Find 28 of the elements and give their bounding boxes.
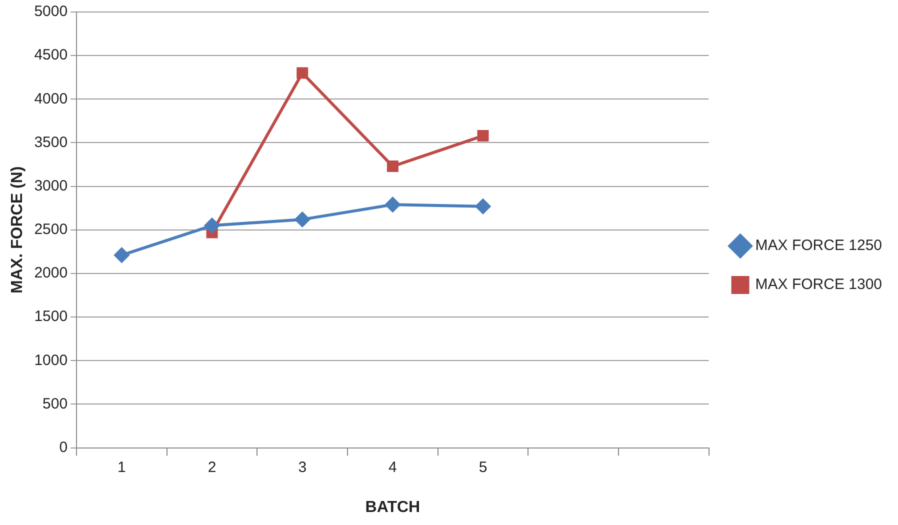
x-tick-label: 2: [208, 458, 216, 476]
y-tick-label: 500: [42, 395, 68, 412]
y-tick-label: 0: [59, 438, 68, 456]
y-axis-title: MAX. FORCE (N): [9, 166, 26, 294]
y-tick-label: 1000: [34, 352, 68, 369]
y-tick-label: 3000: [34, 177, 68, 194]
y-tick-label: 3500: [34, 134, 68, 151]
x-tick-label: 3: [298, 458, 307, 476]
point: [386, 160, 398, 172]
point: [385, 197, 400, 212]
point: [294, 212, 310, 227]
x-tick-label: 1: [118, 458, 126, 476]
point: [204, 218, 220, 234]
x-tick-label: 4: [388, 458, 397, 476]
y-tick-label: 1500: [34, 308, 68, 326]
y-tick-label: 4500: [34, 46, 68, 64]
y-tick-label: 2000: [34, 264, 68, 282]
y-tick-label: 2500: [34, 221, 68, 238]
legend-label: MAX FORCE 1300: [755, 276, 882, 294]
x-axis-title: BATCH: [365, 498, 420, 516]
point: [476, 198, 490, 214]
legend-label: MAX FORCE 1250: [755, 237, 882, 254]
y-tick-label: 4000: [34, 90, 68, 108]
point: [296, 67, 308, 79]
point: [114, 248, 130, 263]
point: [477, 130, 489, 142]
x-tick-label: 5: [478, 458, 488, 476]
y-tick-label: 5000: [34, 3, 68, 20]
